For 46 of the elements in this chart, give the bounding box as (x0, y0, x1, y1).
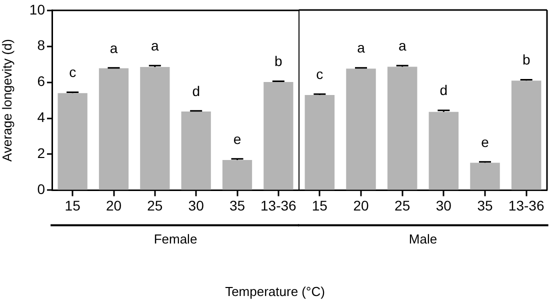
x-tick-label: 15 (64, 197, 81, 214)
bar (58, 93, 88, 190)
bar (140, 67, 170, 190)
x-axis-title: Female (154, 231, 198, 246)
bar (181, 111, 211, 190)
bar (98, 68, 129, 190)
y-tick-label: 8 (37, 37, 46, 54)
x-tick-label: 13-36 (260, 197, 297, 214)
bar (346, 68, 376, 190)
data-label: a (110, 40, 118, 56)
data-label: d (440, 82, 448, 98)
bar (511, 80, 542, 190)
data-label: e (233, 130, 242, 147)
y-tick-label: 4 (37, 109, 46, 126)
data-label: b (522, 52, 530, 68)
x-tick-label: 25 (394, 197, 410, 214)
y-axis-title: Average longevity (d) (0, 38, 14, 162)
x-tick-label: 35 (229, 197, 246, 214)
y-tick-label: 0 (37, 181, 46, 198)
data-label: e (481, 134, 490, 150)
data-label: c (69, 64, 76, 80)
data-label: a (151, 37, 160, 54)
y-tick-label: 10 (29, 1, 46, 18)
x-tick-label: 35 (477, 197, 493, 214)
text: Temperature (°C) (224, 284, 326, 299)
x-tick-label: 30 (188, 197, 204, 214)
x-axis-title: Male (408, 231, 438, 246)
data-label: d (192, 82, 200, 99)
bar (387, 66, 418, 190)
y-tick-label: 2 (37, 145, 46, 162)
x-tick-label: 20 (353, 197, 369, 214)
x-tick-label: 15 (312, 197, 328, 214)
bar (428, 112, 459, 190)
bar (470, 162, 500, 190)
x-tick-label: 13-36 (508, 197, 544, 214)
y-tick-label: 6 (37, 73, 46, 90)
data-label: a (398, 38, 406, 54)
bar (222, 160, 252, 190)
x-tick-label: 30 (436, 197, 452, 214)
bar (264, 82, 294, 190)
data-label: b (274, 53, 283, 70)
data-label: a (357, 40, 366, 56)
data-label: c (316, 66, 324, 82)
x-tick-label: 20 (106, 197, 122, 214)
x-tick-label: 25 (147, 197, 163, 214)
bar (304, 95, 335, 190)
